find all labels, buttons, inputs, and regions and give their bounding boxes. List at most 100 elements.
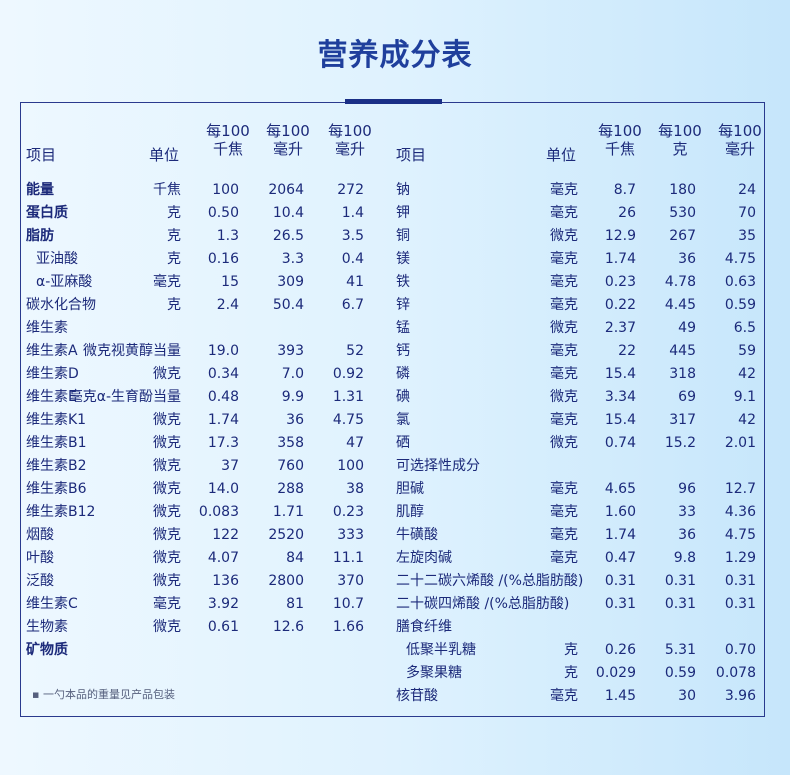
nutrient-unit: 微克 <box>153 481 181 497</box>
nutrient-value: 370 <box>337 573 364 589</box>
nutrient-unit: 毫克 <box>550 182 578 198</box>
nutrient-value: 59 <box>738 343 756 359</box>
nutrient-value: 3.96 <box>724 688 756 704</box>
nutrient-name: 钠 <box>396 182 410 198</box>
nutrient-name: 肌醇 <box>396 504 424 520</box>
nutrient-value: 42 <box>738 366 756 382</box>
nutrient-value: 36 <box>286 412 304 428</box>
nutrient-value: 333 <box>337 527 364 543</box>
nutrient-value: 3.3 <box>281 251 304 267</box>
nutrient-value: 0.029 <box>595 665 636 681</box>
nutrient-value: 0.34 <box>207 366 239 382</box>
nutrient-value: 12.9 <box>604 228 636 244</box>
nutrient-value: 1.66 <box>332 619 364 635</box>
nutrient-unit: 微克视黄醇当量 <box>83 343 181 359</box>
nutrient-name: 镁 <box>396 251 410 267</box>
nutrient-value: 52 <box>346 343 364 359</box>
header-col: 每100 毫升 <box>328 122 372 158</box>
nutrient-value: 1.71 <box>272 504 304 520</box>
nutrient-value: 0.48 <box>207 389 239 405</box>
nutrient-name: 维生素E <box>26 389 77 405</box>
nutrient-value: 70 <box>738 205 756 221</box>
nutrient-name: 牛磺酸 <box>396 527 438 543</box>
nutrient-unit: 毫克 <box>550 412 578 428</box>
nutrient-value: 0.078 <box>715 665 756 681</box>
nutrient-value: 49 <box>678 320 696 336</box>
nutrient-unit: 微克 <box>153 412 181 428</box>
nutrient-value: 3.34 <box>604 389 636 405</box>
nutrient-value: 0.31 <box>604 573 636 589</box>
nutrient-unit: 毫克 <box>550 481 578 497</box>
nutrient-unit: 微克 <box>550 320 578 336</box>
header-col: 每100 毫升 <box>266 122 310 158</box>
nutrient-value: 0.31 <box>724 573 756 589</box>
nutrient-value: 9.9 <box>281 389 304 405</box>
nutrient-name: 铜 <box>396 228 410 244</box>
nutrient-name: 铁 <box>396 274 410 290</box>
nutrient-value: 309 <box>277 274 304 290</box>
nutrient-value: 0.59 <box>724 297 756 313</box>
nutrient-value: 4.07 <box>207 550 239 566</box>
nutrient-value: 1.3 <box>216 228 239 244</box>
nutrient-value: 26 <box>618 205 636 221</box>
nutrient-name: 维生素A <box>26 343 78 359</box>
nutrient-name: 可选择性成分 <box>396 458 480 474</box>
nutrient-value: 8.7 <box>613 182 636 198</box>
nutrient-value: 7.0 <box>281 366 304 382</box>
nutrient-value: 0.31 <box>604 596 636 612</box>
nutrient-value: 1.74 <box>604 251 636 267</box>
header-col: 每100 千焦 <box>206 122 250 158</box>
nutrient-value: 0.70 <box>724 642 756 658</box>
header-col: 每100 克 <box>658 122 702 158</box>
nutrient-value: 1.4 <box>341 205 364 221</box>
nutrient-name: 多聚果糖 <box>406 665 462 681</box>
nutrient-value: 19.0 <box>207 343 239 359</box>
nutrient-value: 11.1 <box>332 550 364 566</box>
nutrient-value: 0.083 <box>198 504 239 520</box>
nutrient-value: 2.37 <box>604 320 636 336</box>
nutrient-value: 0.50 <box>207 205 239 221</box>
nutrient-value: 15.2 <box>664 435 696 451</box>
nutrient-name: 膳食纤维 <box>396 619 452 635</box>
nutrient-value: 0.92 <box>332 366 364 382</box>
nutrient-value: 12.7 <box>724 481 756 497</box>
nutrient-value: 81 <box>286 596 304 612</box>
nutrient-value: 10.4 <box>272 205 304 221</box>
nutrient-unit: 微克 <box>153 573 181 589</box>
nutrient-value: 0.59 <box>664 665 696 681</box>
nutrient-value: 0.22 <box>604 297 636 313</box>
nutrient-value: 96 <box>678 481 696 497</box>
nutrient-name: 磷 <box>396 366 410 382</box>
nutrient-value: 36 <box>678 251 696 267</box>
nutrient-unit: 克 <box>167 251 181 267</box>
header-item: 项目 <box>26 146 57 164</box>
nutrient-value: 4.75 <box>724 251 756 267</box>
nutrient-value: 4.75 <box>332 412 364 428</box>
nutrient-name: 碘 <box>396 389 410 405</box>
nutrient-name: 维生素D <box>26 366 79 382</box>
nutrient-value: 1.31 <box>332 389 364 405</box>
nutrient-value: 100 <box>212 182 239 198</box>
nutrient-value: 10.7 <box>332 596 364 612</box>
nutrient-unit: 毫克 <box>550 527 578 543</box>
nutrient-value: 2064 <box>268 182 304 198</box>
nutrient-value: 0.31 <box>664 573 696 589</box>
nutrient-value: 4.75 <box>724 527 756 543</box>
nutrient-value: 2.01 <box>724 435 756 451</box>
nutrient-value: 180 <box>669 182 696 198</box>
nutrient-name: 脂肪 <box>26 228 54 244</box>
nutrient-value: 0.63 <box>724 274 756 290</box>
nutrient-value: 1.60 <box>604 504 636 520</box>
nutrient-value: 0.31 <box>724 596 756 612</box>
nutrient-unit: 微克 <box>153 366 181 382</box>
nutrient-name: 泛酸 <box>26 573 54 589</box>
nutrient-name: 叶酸 <box>26 550 54 566</box>
nutrient-name: 维生素B1 <box>26 435 87 451</box>
nutrient-value: 2800 <box>268 573 304 589</box>
nutrient-name: 氯 <box>396 412 410 428</box>
nutrient-value: 0.4 <box>341 251 364 267</box>
nutrient-name: 维生素B12 <box>26 504 96 520</box>
nutrient-unit: 微克 <box>550 435 578 451</box>
title-underline <box>345 99 442 104</box>
